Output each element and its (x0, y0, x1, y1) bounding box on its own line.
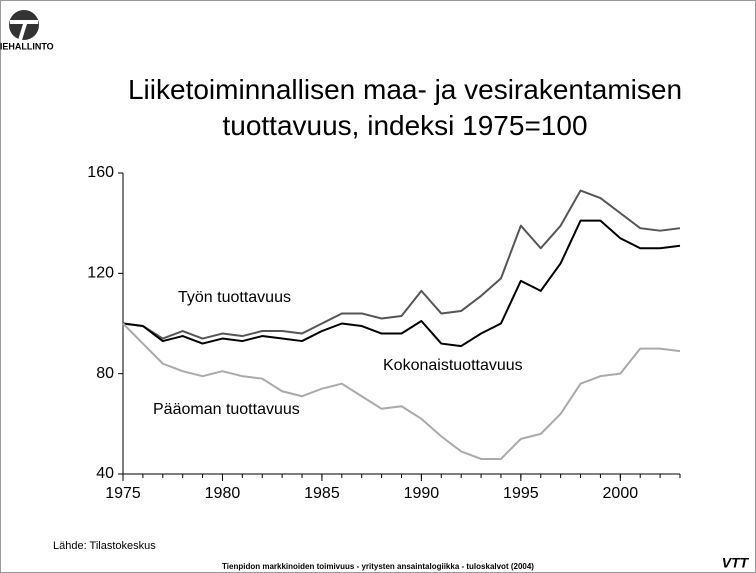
x-tick-label: 1990 (404, 485, 440, 502)
logo-text: TIEHALLINTO (0, 41, 54, 51)
y-tick-label: 160 (87, 164, 114, 181)
series-label: Kokonaistuottavuus (383, 357, 523, 374)
series-line (122, 322, 681, 460)
x-tick-label: 1985 (304, 485, 340, 502)
x-tick-label: 1975 (105, 485, 141, 502)
series-label: Pääoman tuottavuus (153, 401, 300, 418)
x-tick-label: 1980 (205, 485, 241, 502)
source: Lähde: Tilastokeskus (53, 540, 156, 552)
series-line (122, 189, 681, 340)
x-tick-label: 1995 (503, 485, 539, 502)
logo-mark (10, 20, 38, 40)
corner-logo: VTT (722, 555, 750, 571)
series-line (122, 219, 681, 348)
series-label: Työn tuottavuus (178, 289, 291, 306)
y-tick-label: 120 (87, 265, 114, 282)
y-tick-label: 40 (96, 465, 114, 482)
x-tick-label: 2000 (603, 485, 639, 502)
footer: Tienpidon markkinoiden toimivuus - yrity… (222, 562, 534, 571)
y-tick-label: 80 (96, 365, 114, 382)
chart-title: Liiketoiminnallisen maa- ja vesirakentam… (127, 74, 683, 141)
